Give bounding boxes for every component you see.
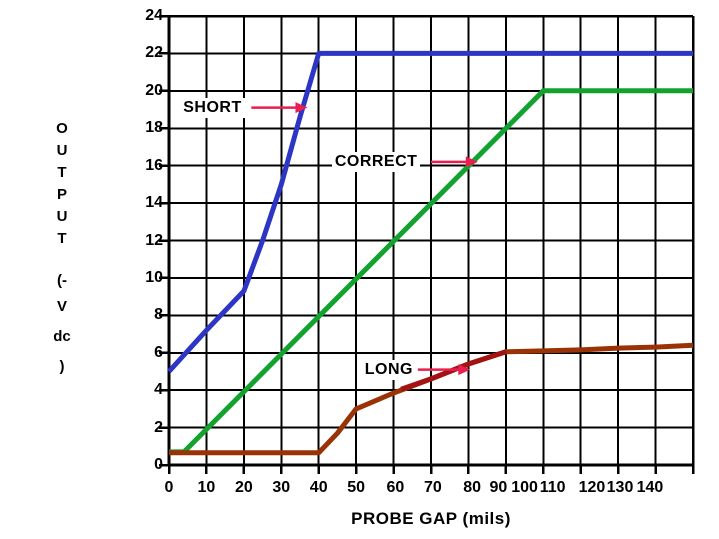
y-tick-label: 18 — [145, 119, 163, 137]
x-tick-label: 40 — [309, 479, 328, 496]
y-axis-title-line: T — [57, 230, 67, 247]
x-tick-label: 120 — [578, 479, 606, 496]
y-axis-title-line: P — [56, 186, 67, 203]
y-axis-title-line: U — [56, 208, 68, 225]
x-tick-label: 130 — [606, 479, 634, 496]
y-tick-label: 24 — [145, 7, 163, 24]
annotation-arrow-head — [458, 364, 471, 376]
y-tick-label: 14 — [145, 194, 163, 212]
y-tick-label: 2 — [154, 418, 163, 436]
x-tick-label: 10 — [197, 479, 216, 496]
curve-long-overlay — [400, 349, 507, 392]
y-tick-label: 4 — [154, 381, 163, 399]
y-tick-label: 20 — [145, 81, 163, 99]
x-tick-label: 50 — [347, 479, 366, 496]
curve-short — [167, 50, 693, 374]
curve-label-short: SHORT — [180, 97, 245, 118]
annotation-arrow-head — [465, 156, 478, 168]
y-axis-title-line: (- — [57, 272, 67, 289]
x-tick-label: 30 — [272, 479, 291, 496]
y-axis-title-line: ) — [59, 358, 65, 375]
y-axis-title-line: dc — [53, 328, 71, 345]
x-tick-label: 110 — [539, 479, 566, 496]
x-tick-label: 20 — [234, 479, 253, 496]
y-tick-label: 0 — [154, 456, 163, 473]
curve-label-correct: CORRECT — [331, 151, 421, 172]
annotation-arrow-head — [295, 102, 308, 114]
y-axis-title-line: O — [56, 120, 68, 137]
y-tick-label: 22 — [145, 44, 163, 62]
y-tick-label: 10 — [145, 268, 163, 286]
y-tick-label: 8 — [154, 306, 163, 324]
x-tick-label: 60 — [386, 479, 405, 496]
x-tick-label: 80 — [463, 479, 482, 496]
y-tick-label: 16 — [145, 156, 163, 174]
y-tick-label: 6 — [154, 343, 163, 361]
y-axis-title-line: T — [57, 164, 67, 181]
y-axis-title-line: U — [56, 142, 68, 159]
x-tick-label: 140 — [636, 479, 664, 496]
x-tick-label: 0 — [164, 479, 174, 496]
curve-label-long: LONG — [361, 359, 416, 380]
x-tick-label: 70 — [423, 479, 442, 496]
x-axis-title: PROBE GAP (mils) — [351, 509, 511, 528]
y-axis-title-line: V — [56, 298, 67, 315]
x-tick-label: 100 — [511, 479, 538, 496]
x-tick-label: 90 — [489, 479, 508, 496]
y-tick-label: 12 — [145, 231, 163, 249]
